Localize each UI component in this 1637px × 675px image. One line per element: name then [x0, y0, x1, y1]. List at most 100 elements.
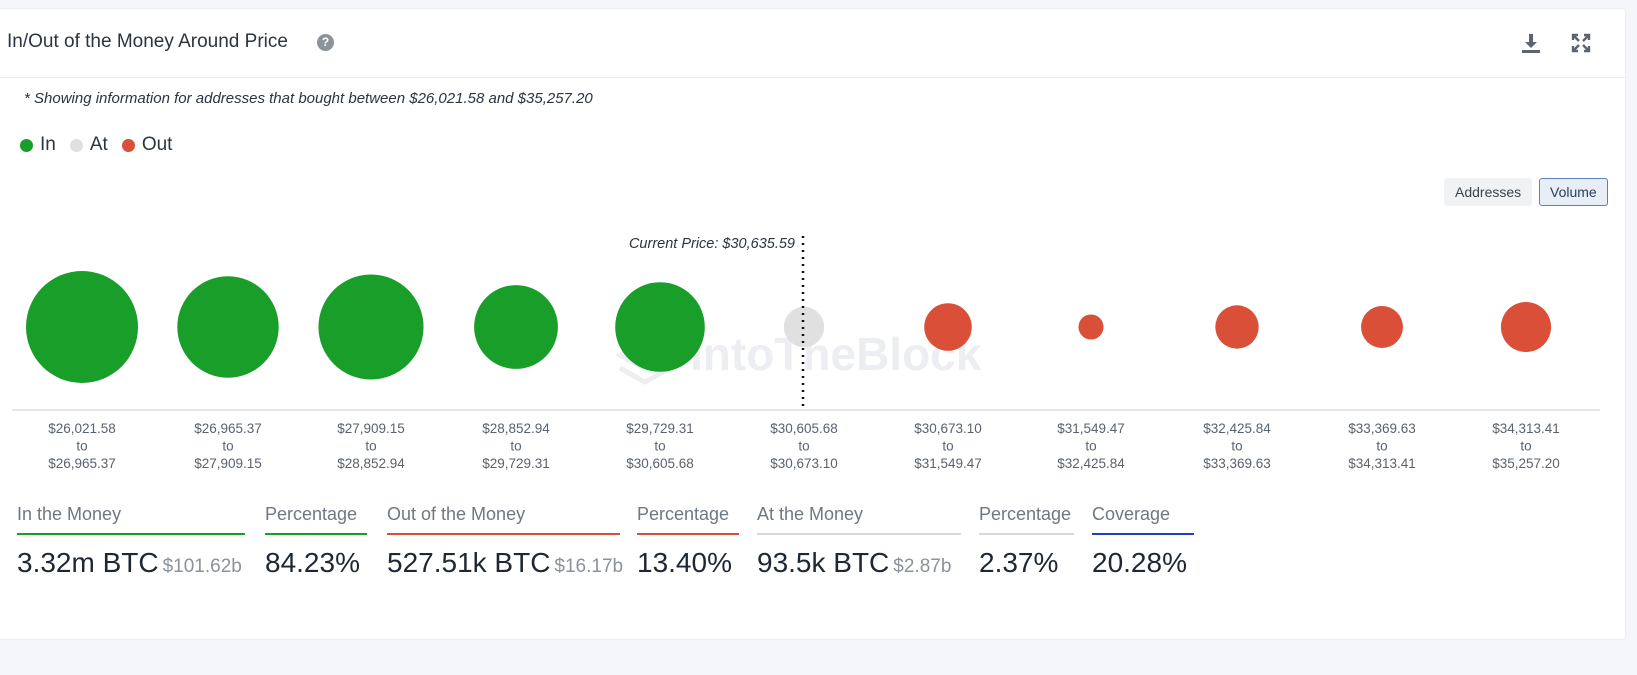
info-note: * Showing information for addresses that… — [24, 90, 593, 107]
legend-item-out[interactable]: Out — [121, 134, 173, 156]
bubble-in[interactable] — [318, 274, 424, 380]
legend-label-in: In — [40, 134, 56, 155]
stat-value-main: 93.5k BTC — [757, 547, 890, 578]
x-tick-label: to — [1231, 439, 1242, 454]
addresses-toggle-button[interactable]: Addresses — [1444, 178, 1533, 206]
x-tick-label: $30,605.68 — [626, 456, 694, 470]
x-tick-label: $31,549.47 — [914, 456, 982, 470]
x-tick-label: to — [798, 439, 809, 454]
stat-underline — [757, 533, 961, 535]
stat-value: 84.23% — [265, 547, 367, 579]
stat-value-main: 527.51k BTC — [387, 547, 551, 578]
stat-3: Percentage 13.40% — [637, 504, 739, 579]
stat-label: Coverage — [1092, 504, 1171, 524]
x-tick-label: to — [510, 439, 521, 454]
x-tick-label: to — [222, 439, 233, 454]
stat-0: In the Money 3.32m BTC $101.62b — [17, 504, 245, 579]
stat-label: Percentage — [265, 504, 358, 524]
volume-toggle-button[interactable]: Volume — [1539, 178, 1608, 206]
x-tick-label: to — [76, 439, 87, 454]
stat-value-main: 3.32m BTC — [17, 547, 159, 578]
stat-value-main: 13.40% — [637, 547, 732, 578]
x-tick-label: $26,965.37 — [48, 456, 116, 470]
x-tick-label: to — [654, 439, 665, 454]
x-tick-label: $27,909.15 — [194, 456, 262, 470]
x-tick-label: $26,021.58 — [48, 421, 116, 436]
current-price-label: Current Price: $30,635.59 — [629, 236, 795, 252]
stat-value: 20.28% — [1092, 547, 1194, 579]
stat-value: 13.40% — [637, 547, 739, 579]
stat-4: At the Money 93.5k BTC $2.87b — [757, 504, 961, 579]
stat-value: 527.51k BTC $16.17b — [387, 547, 624, 579]
stat-label: Percentage — [979, 504, 1072, 524]
x-tick-label: $26,965.37 — [194, 421, 262, 436]
stat-label: Out of the Money — [387, 504, 526, 524]
card-title: In/Out of the Money Around Price — [7, 31, 288, 52]
stat-1: Percentage 84.23% — [265, 504, 367, 579]
stat-value-usd: $16.17b — [554, 556, 624, 577]
x-tick-label: $30,605.68 — [770, 421, 838, 436]
stat-underline — [387, 533, 620, 535]
x-tick-label: $33,369.63 — [1348, 421, 1416, 436]
legend-dot-in — [20, 138, 33, 152]
x-tick-label: to — [1085, 439, 1096, 454]
stat-value-main: 84.23% — [265, 547, 360, 578]
card-header: In/Out of the Money Around Price ? — [0, 9, 1625, 78]
stat-6: Coverage 20.28% — [1092, 504, 1194, 579]
legend-label-at: At — [89, 134, 108, 155]
bubble-out[interactable] — [1500, 301, 1552, 353]
legend-item-at[interactable]: At — [69, 134, 108, 156]
stat-value-main: 2.37% — [979, 547, 1059, 578]
x-tick-label: $29,729.31 — [626, 421, 694, 436]
x-tick-label: $27,909.15 — [337, 421, 405, 436]
stat-value-main: 20.28% — [1092, 547, 1187, 578]
x-tick-label: $28,852.94 — [337, 456, 405, 470]
stat-label: At the Money — [757, 504, 864, 524]
stat-value: 3.32m BTC $101.62b — [17, 547, 245, 579]
bubble-out[interactable] — [1361, 306, 1403, 348]
x-tick-label: $31,549.47 — [1057, 421, 1125, 436]
stat-value-usd: $101.62b — [162, 556, 242, 577]
bubble-chart: IntoTheBlock$26,021.58to$26,965.37$26,96… — [12, 236, 1600, 470]
bubble-out[interactable] — [1215, 305, 1259, 349]
x-tick-label: $30,673.10 — [770, 456, 838, 470]
stats-row: In the Money 3.32m BTC $101.62b Percentage 8… — [0, 504, 1200, 594]
stat-2: Out of the Money 527.51k BTC $16.17b — [387, 504, 624, 579]
legend-dot-at — [69, 138, 83, 152]
stat-underline — [17, 533, 245, 535]
bubble-in[interactable] — [474, 285, 558, 369]
legend-item-in[interactable]: In — [20, 134, 56, 156]
x-tick-label: $33,369.63 — [1203, 456, 1271, 470]
x-tick-label: to — [365, 439, 376, 454]
stat-underline — [637, 533, 739, 535]
stat-underline — [1092, 533, 1194, 535]
x-tick-label: $34,313.41 — [1492, 421, 1560, 436]
stat-underline — [265, 533, 367, 535]
stat-label: Percentage — [637, 504, 730, 524]
stat-value: 93.5k BTC $2.87b — [757, 547, 961, 579]
x-tick-label: to — [942, 439, 953, 454]
bubble-out[interactable] — [1078, 314, 1104, 340]
download-icon[interactable] — [1519, 31, 1543, 55]
legend-dot-out — [121, 138, 135, 152]
x-tick-label: $35,257.20 — [1492, 456, 1560, 470]
bubble-in[interactable] — [177, 276, 279, 378]
legend-label-out: Out — [141, 134, 173, 155]
x-tick-label: $29,729.31 — [482, 456, 550, 470]
bubble-out[interactable] — [924, 303, 972, 351]
x-tick-label: $32,425.84 — [1203, 421, 1271, 436]
bubble-in[interactable] — [615, 282, 705, 372]
stat-value: 2.37% — [979, 547, 1074, 579]
stat-5: Percentage 2.37% — [979, 504, 1074, 579]
x-tick-label: $34,313.41 — [1348, 456, 1416, 470]
x-tick-label: to — [1376, 439, 1387, 454]
x-tick-label: $32,425.84 — [1057, 456, 1125, 470]
expand-icon[interactable] — [1569, 31, 1593, 55]
x-tick-label: $30,673.10 — [914, 421, 982, 436]
legend: In At Out — [20, 134, 186, 156]
question-circle-icon[interactable]: ? — [317, 34, 334, 51]
stat-underline — [979, 533, 1074, 535]
x-tick-label: $28,852.94 — [482, 421, 550, 436]
stat-label: In the Money — [17, 504, 122, 524]
bubble-in[interactable] — [26, 271, 138, 383]
